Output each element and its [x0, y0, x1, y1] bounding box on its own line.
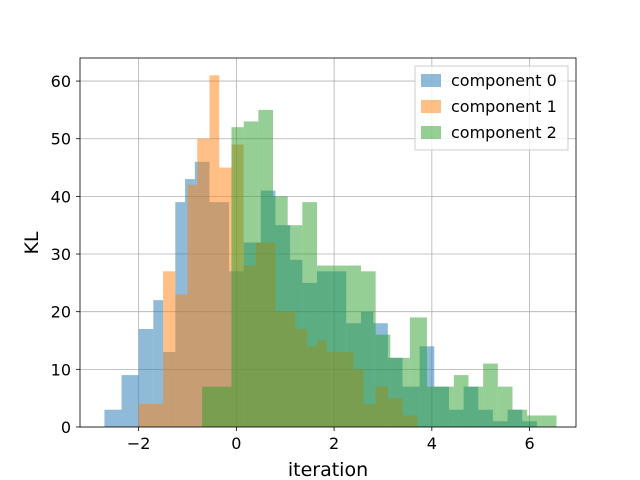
- bar: [346, 265, 361, 427]
- y-axis-label: KL: [21, 231, 43, 254]
- legend-swatch: [421, 74, 441, 87]
- legend-entry-2: component 2: [421, 123, 557, 142]
- bar: [104, 409, 122, 427]
- legend-label: component 0: [451, 71, 557, 90]
- y-tick-label: 50: [51, 130, 71, 149]
- bar: [153, 300, 164, 427]
- y-tick-label: 30: [51, 245, 71, 264]
- y-tick-label: 0: [61, 418, 71, 437]
- bar: [243, 121, 259, 427]
- x-tick-label: 4: [427, 434, 437, 453]
- bar: [287, 225, 303, 427]
- bar: [409, 317, 427, 427]
- bar: [331, 265, 347, 427]
- y-tick-label: 60: [51, 72, 71, 91]
- histogram-bars: [104, 75, 557, 427]
- y-tick-label: 20: [51, 303, 71, 322]
- x-tick-label: −2: [127, 434, 151, 453]
- bar: [360, 271, 376, 427]
- legend-entry-0: component 0: [421, 71, 557, 90]
- bar: [231, 127, 244, 427]
- y-tick-label: 40: [51, 187, 71, 206]
- bar: [426, 386, 440, 427]
- legend-label: component 2: [451, 123, 557, 142]
- bar: [439, 386, 454, 427]
- bar: [512, 409, 528, 427]
- legend-entry-1: component 1: [421, 97, 557, 116]
- bar: [187, 184, 198, 427]
- bar: [202, 386, 232, 427]
- x-tick-label: 6: [524, 434, 534, 453]
- bar: [302, 202, 318, 427]
- series-2-bars: [202, 109, 557, 427]
- bar: [209, 75, 220, 427]
- legend: component 0 component 1 component 2: [414, 65, 569, 151]
- x-tick-label: 0: [231, 434, 241, 453]
- legend-swatch: [421, 126, 441, 139]
- bar: [541, 415, 557, 427]
- bar: [317, 265, 332, 427]
- bar: [197, 138, 210, 427]
- bar: [138, 403, 164, 427]
- bar: [163, 271, 176, 427]
- x-axis-label: iteration: [288, 459, 368, 480]
- bar: [375, 334, 391, 427]
- bar: [453, 375, 469, 427]
- legend-label: component 1: [451, 97, 557, 116]
- x-tick-label: 2: [329, 434, 339, 453]
- bar: [219, 167, 232, 427]
- legend-swatch: [421, 100, 441, 113]
- bar: [121, 375, 139, 427]
- bar: [138, 328, 154, 427]
- bar: [527, 415, 542, 427]
- bar: [175, 294, 188, 427]
- plot-frame: [79, 57, 577, 428]
- y-tick-label: 10: [51, 360, 71, 379]
- bar: [258, 109, 274, 427]
- bar: [390, 357, 410, 427]
- bar: [468, 386, 484, 427]
- bar: [273, 196, 288, 427]
- bar: [483, 363, 498, 427]
- bar: [497, 386, 513, 427]
